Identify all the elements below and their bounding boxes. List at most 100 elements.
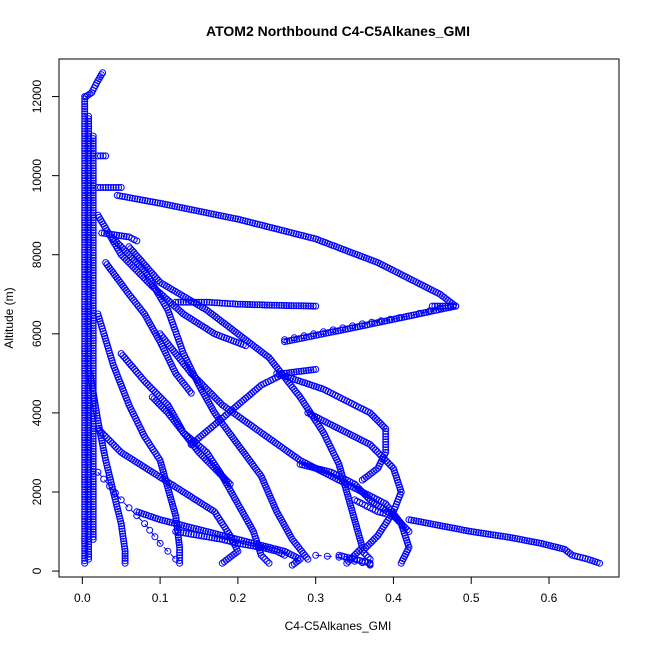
x-tick-label: 0.1 — [152, 591, 169, 605]
data-point — [89, 525, 97, 533]
data-point — [309, 302, 317, 310]
data-point — [122, 356, 130, 363]
data-point — [270, 301, 278, 309]
data-point — [144, 197, 151, 205]
data-point — [89, 332, 97, 340]
data-point — [231, 300, 239, 308]
data-point — [234, 539, 242, 547]
data-point — [372, 533, 380, 541]
series-connector-line — [315, 554, 371, 565]
data-point — [89, 485, 97, 493]
data-point — [146, 526, 154, 534]
data-point — [366, 441, 374, 448]
data-point — [89, 196, 97, 204]
data-point — [431, 521, 439, 529]
data-point — [89, 470, 97, 478]
data-point — [380, 423, 388, 431]
data-point — [251, 301, 259, 309]
data-point — [89, 216, 97, 224]
data-point — [85, 436, 93, 444]
data-point — [190, 206, 198, 214]
data-point — [192, 375, 200, 383]
data-point — [194, 376, 202, 384]
data-point — [185, 530, 193, 538]
data-point — [382, 443, 390, 451]
data-point — [85, 441, 93, 449]
data-point — [89, 455, 97, 463]
data-point — [373, 319, 381, 327]
y-tick-label: 12000 — [30, 80, 44, 114]
data-point — [281, 338, 289, 346]
data-point — [91, 399, 99, 407]
data-point — [89, 357, 97, 365]
data-point — [574, 553, 581, 561]
data-point — [154, 398, 161, 406]
data-point — [290, 336, 298, 344]
data-point — [85, 448, 93, 456]
data-point — [268, 301, 276, 309]
data-point — [117, 520, 125, 528]
data-point — [435, 306, 442, 314]
data-point — [430, 307, 438, 315]
data-point — [85, 125, 93, 133]
data-point — [150, 386, 157, 394]
data-point — [405, 516, 413, 524]
data-point — [116, 192, 124, 200]
data-point — [172, 512, 180, 520]
data-point — [99, 184, 107, 191]
data-point — [139, 375, 147, 383]
data-point — [378, 421, 386, 429]
data-point — [89, 174, 97, 182]
data-point — [408, 312, 415, 319]
data-point — [356, 485, 364, 493]
data-point — [119, 532, 127, 540]
data-point — [97, 184, 104, 191]
data-point — [89, 510, 97, 518]
series-28 — [102, 259, 195, 397]
data-point — [89, 169, 97, 177]
data-point — [444, 304, 452, 312]
data-point — [99, 442, 107, 449]
data-point — [89, 191, 97, 199]
data-point — [123, 193, 131, 201]
data-point — [232, 215, 239, 223]
data-point — [89, 508, 97, 516]
data-point — [339, 324, 347, 332]
data-point — [89, 473, 97, 480]
data-point — [239, 540, 247, 548]
data-point — [130, 248, 138, 256]
data-point — [89, 435, 97, 443]
data-point — [89, 162, 97, 170]
data-point — [98, 428, 105, 436]
data-point — [89, 172, 97, 180]
data-point — [89, 337, 97, 345]
data-point — [288, 561, 296, 569]
data-point — [85, 278, 93, 286]
data-point — [492, 531, 499, 539]
data-point — [369, 537, 377, 545]
data-point — [354, 484, 362, 492]
data-point — [368, 411, 376, 419]
data-point — [335, 553, 343, 561]
data-point — [108, 439, 116, 447]
data-point — [290, 334, 298, 342]
series-8 — [113, 191, 460, 310]
data-point — [426, 307, 434, 315]
data-point — [89, 533, 97, 541]
data-point — [146, 383, 154, 391]
data-point — [361, 491, 369, 499]
data-point — [211, 534, 219, 542]
data-point — [370, 412, 378, 420]
data-point — [89, 450, 97, 458]
data-point — [85, 256, 93, 264]
series-6 — [94, 184, 125, 191]
data-point — [373, 416, 381, 424]
y-axis-label: Altitude (m) — [2, 287, 16, 348]
data-point — [81, 557, 89, 565]
data-point — [166, 201, 174, 209]
data-point — [439, 522, 446, 530]
series-30 — [281, 304, 444, 344]
data-point — [85, 308, 93, 316]
data-point — [89, 244, 97, 252]
data-point — [176, 557, 184, 564]
